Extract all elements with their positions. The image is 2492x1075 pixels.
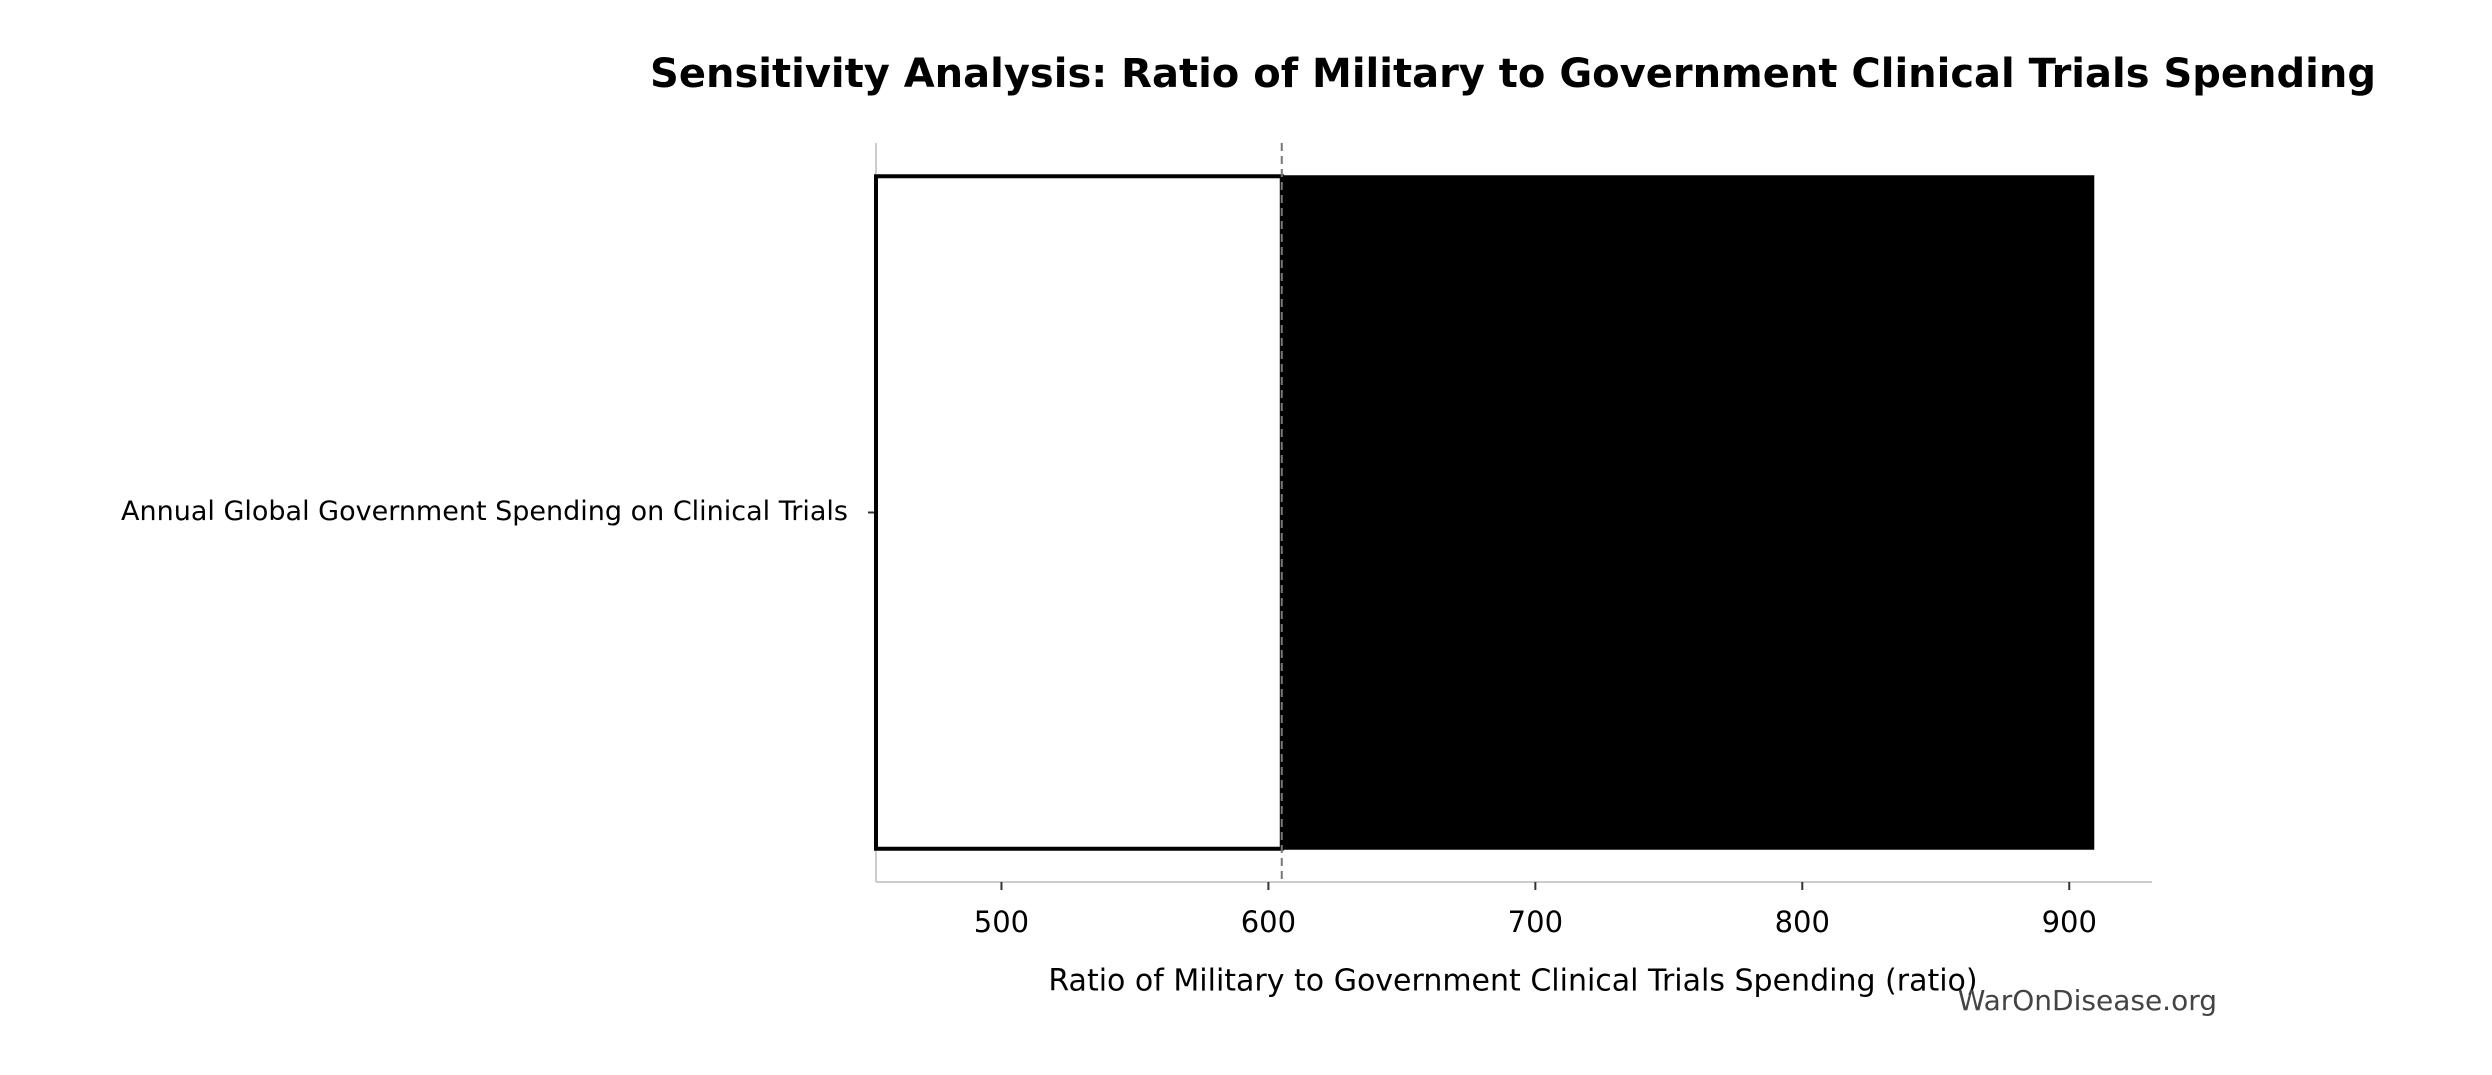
high-bar (1280, 175, 2095, 850)
x-tick-label: 700 (1508, 905, 1563, 939)
x-tick-label: 900 (2042, 905, 2097, 939)
y-tick-label: Annual Global Government Spending on Cli… (121, 496, 848, 527)
x-tick-label: 800 (1775, 905, 1830, 939)
low-bar (874, 174, 1284, 851)
x-tick-label: 600 (1241, 905, 1296, 939)
chart-title: Sensitivity Analysis: Ratio of Military … (650, 51, 2376, 97)
x-tick-label: 500 (974, 905, 1029, 939)
watermark: WarOnDisease.org (1958, 984, 2217, 1017)
x-axis-label: Ratio of Military to Government Clinical… (1048, 964, 1977, 999)
